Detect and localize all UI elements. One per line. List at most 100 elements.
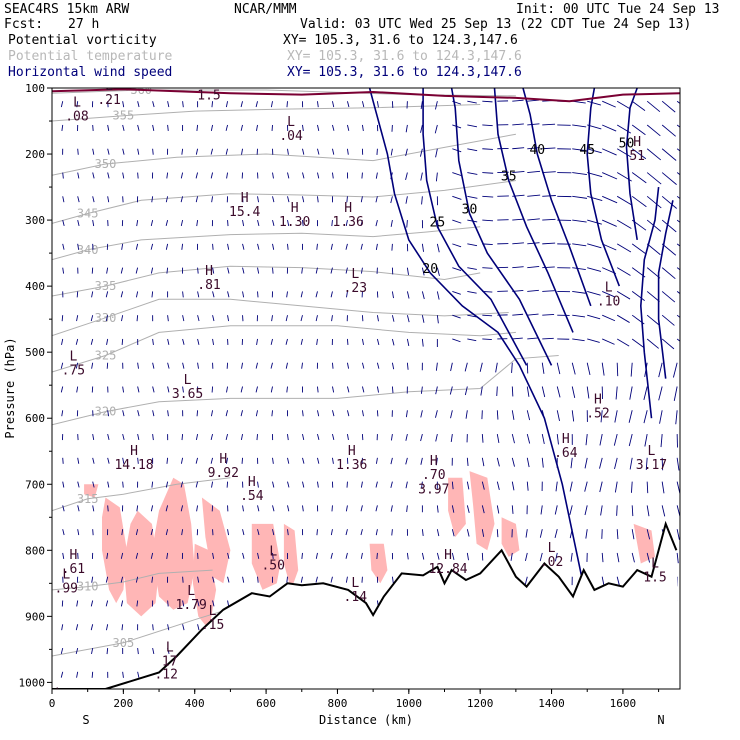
wind-vector	[646, 338, 659, 349]
wind-vector	[180, 172, 184, 179]
wind-vector	[584, 505, 588, 516]
wind-vector	[165, 196, 169, 203]
wind-vector	[107, 124, 110, 131]
wind-vector	[257, 552, 260, 559]
wind-vector	[511, 433, 515, 444]
wind-vector	[572, 314, 586, 318]
wind-vector	[165, 529, 169, 536]
wind-vector	[300, 576, 303, 583]
wind-vector	[105, 600, 109, 607]
extremum-value: .02	[540, 555, 563, 570]
wind-vector	[555, 481, 558, 492]
wind-vector	[450, 410, 453, 419]
wind-vector	[107, 481, 110, 488]
wind-vector	[166, 457, 169, 464]
wind-vector	[452, 148, 462, 153]
extremum-type: L	[166, 640, 174, 655]
theta-contour	[52, 180, 516, 224]
wind-vector	[197, 338, 200, 345]
wind-vector	[676, 552, 679, 564]
wind-vector	[137, 101, 140, 108]
wind-vector	[602, 195, 618, 204]
extremum-type: L	[187, 584, 195, 599]
wind-vector	[167, 338, 170, 345]
wind-speed-contour	[422, 88, 528, 366]
wind-vector	[376, 386, 379, 393]
wind-vector	[300, 291, 303, 298]
wind-vector	[256, 338, 258, 345]
wind-vector	[436, 243, 440, 253]
wind-vector	[347, 124, 350, 131]
wind-vector	[257, 529, 260, 536]
wind-vector	[554, 505, 558, 515]
wind-vector	[451, 505, 455, 513]
wind-vector	[242, 243, 245, 250]
wind-vector	[165, 219, 169, 227]
wind-vector	[75, 338, 79, 345]
extremum-type: L	[351, 267, 359, 282]
wind-vector	[602, 291, 616, 298]
wind-vector	[406, 552, 409, 560]
wind-vector	[676, 124, 680, 128]
wind-vector	[302, 172, 305, 179]
wind-vector	[420, 457, 423, 465]
wind-vector	[226, 386, 228, 393]
wind-vector	[257, 576, 259, 583]
wind-vector	[332, 148, 335, 155]
wind-vector	[167, 600, 169, 607]
wind-vector	[302, 505, 304, 512]
wind-vector	[376, 315, 379, 322]
wind-vector	[347, 433, 349, 441]
valid-time: Valid: 03 UTC Wed 25 Sep 13 (22 CDT Tue …	[300, 17, 692, 32]
pv-shaded-region	[192, 543, 217, 630]
wind-vector	[360, 243, 363, 250]
wind-vector	[661, 219, 677, 233]
wind-vector	[302, 457, 305, 464]
wind-vector	[316, 338, 318, 345]
x-tick-label: 1000	[396, 697, 423, 710]
theta-contour	[52, 104, 481, 122]
wind-speed-contour	[493, 88, 574, 333]
wind-vector	[151, 481, 154, 488]
wind-vector	[435, 362, 438, 371]
extremum-type: H	[130, 444, 138, 459]
wind-vector	[107, 196, 110, 203]
wind-vector	[317, 101, 319, 108]
wind-vector	[467, 195, 478, 199]
wind-vector	[182, 315, 185, 322]
wind-vector	[302, 220, 304, 227]
wind-vector	[646, 529, 651, 540]
wind-vector	[587, 338, 600, 343]
wind-vector	[572, 290, 586, 294]
wind-vector	[376, 101, 379, 108]
wind-vector	[211, 410, 214, 417]
extremum-value: 1.30	[279, 215, 310, 230]
wind-vector	[257, 243, 260, 250]
wind-vector	[420, 386, 423, 394]
wind-vector	[317, 433, 320, 440]
wind-vector	[421, 529, 424, 536]
wind-vector	[464, 362, 468, 372]
field-name-pv: Potential vorticity	[8, 33, 157, 48]
wind-vector	[482, 124, 493, 127]
wind-vector	[643, 410, 648, 424]
wind-vector	[556, 410, 560, 422]
wind-vector	[631, 100, 646, 111]
wind-vector	[285, 362, 288, 369]
plot-frame	[51, 87, 681, 690]
wind-vector	[436, 291, 440, 300]
wind-vector	[452, 290, 461, 295]
extremum-type: H	[344, 201, 352, 216]
wind-vector	[614, 481, 618, 493]
wind-vector	[572, 219, 587, 223]
wind-vector	[287, 196, 290, 203]
wind-vector	[572, 267, 586, 270]
wind-vector	[256, 124, 258, 131]
wind-vector	[166, 267, 169, 274]
wind-vector	[227, 267, 230, 274]
wind-vector	[60, 647, 64, 654]
wind-vector	[195, 196, 199, 203]
wind-vector	[195, 172, 199, 179]
wind-vector	[675, 410, 678, 425]
theta-contour-label: 330	[95, 311, 117, 325]
